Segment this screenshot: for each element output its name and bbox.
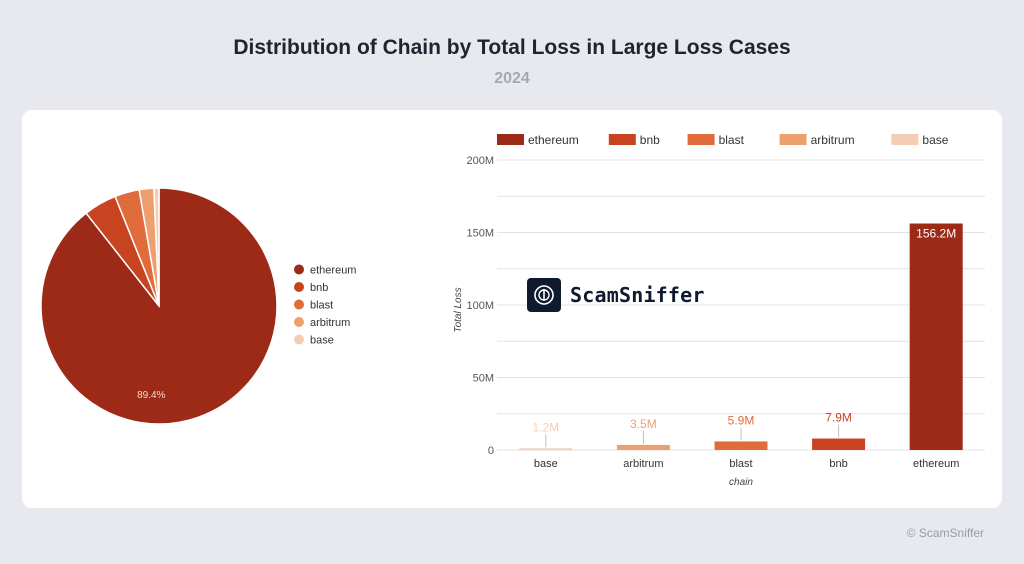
bar-legend-label-bnb: bnb — [640, 133, 660, 147]
bar-data-label: 3.5M — [630, 417, 657, 431]
footer-copyright: © ScamSniffer — [906, 526, 984, 540]
y-axis-title: Total Loss — [453, 287, 464, 332]
pie-legend-marker-blast — [294, 299, 304, 310]
bar-legend-label-blast: blast — [719, 133, 745, 147]
pie-slice-ethereum — [40, 187, 278, 425]
y-tick-label: 100M — [466, 300, 494, 312]
y-tick-label: 50M — [473, 373, 494, 385]
bar-legend-swatch-ethereum — [497, 134, 524, 145]
pie-legend-marker-arbitrum — [294, 317, 304, 327]
chart-subtitle: 2024 — [494, 70, 530, 87]
bar-bnb — [812, 438, 866, 450]
chart-title: Distribution of Chain by Total Loss in L… — [233, 36, 791, 59]
pie-legend-label-base: base — [310, 335, 334, 347]
y-tick-label: 0 — [488, 445, 494, 457]
y-tick-label: 150M — [466, 228, 494, 240]
x-axis-title: chain — [729, 477, 753, 488]
logo-text: ScamSniffer — [570, 283, 705, 307]
bar-legend-label-ethereum: ethereum — [528, 133, 579, 147]
pie-slice-label: 89.4% — [137, 390, 165, 401]
bar-legend-label-base: base — [922, 133, 948, 147]
bar-legend-swatch-bnb — [608, 134, 636, 145]
scamsniffer-logo: ScamSniffer — [527, 278, 705, 312]
pie-legend-marker-bnb — [294, 282, 304, 292]
x-tick-label: ethereum — [913, 458, 959, 470]
charts-svg: 89.4% ethereum bnb blast arbitrum base 0 50M 100… — [40, 133, 985, 488]
bar-legend-swatch-base — [891, 134, 919, 145]
x-tick-label: bnb — [829, 458, 847, 470]
chart-card: 89.4% ethereum bnb blast arbitrum base 0 50M 100… — [22, 110, 1002, 508]
pie-legend-marker-ethereum — [294, 264, 304, 275]
bar-blast — [714, 441, 768, 450]
pie-legend-label-blast: blast — [310, 300, 333, 312]
bar-data-label: 156.2M — [916, 227, 956, 241]
pie-legend-marker-base — [294, 334, 304, 345]
bar-data-label: 5.9M — [728, 413, 755, 427]
x-tick-label: arbitrum — [623, 458, 663, 470]
bar-base — [519, 448, 573, 450]
logo-icon — [527, 278, 561, 312]
bar-data-label: 7.9M — [825, 411, 852, 425]
pie-legend-label-arbitrum: arbitrum — [310, 317, 350, 329]
y-tick-label: 200M — [466, 155, 494, 167]
pie-legend-label-bnb: bnb — [310, 282, 328, 294]
x-tick-label: blast — [729, 458, 752, 470]
x-tick-label: base — [534, 458, 558, 470]
bar-arbitrum — [616, 444, 670, 450]
bar-ethereum — [909, 223, 963, 450]
bar-legend-label-arbitrum: arbitrum — [811, 133, 855, 147]
bar-legend-swatch-arbitrum — [779, 134, 807, 145]
pie-legend-label-ethereum: ethereum — [310, 265, 356, 277]
bar-data-label: 1.2M — [532, 420, 559, 434]
pie-slice-base — [153, 187, 160, 307]
bar-legend-swatch-blast — [687, 134, 715, 145]
